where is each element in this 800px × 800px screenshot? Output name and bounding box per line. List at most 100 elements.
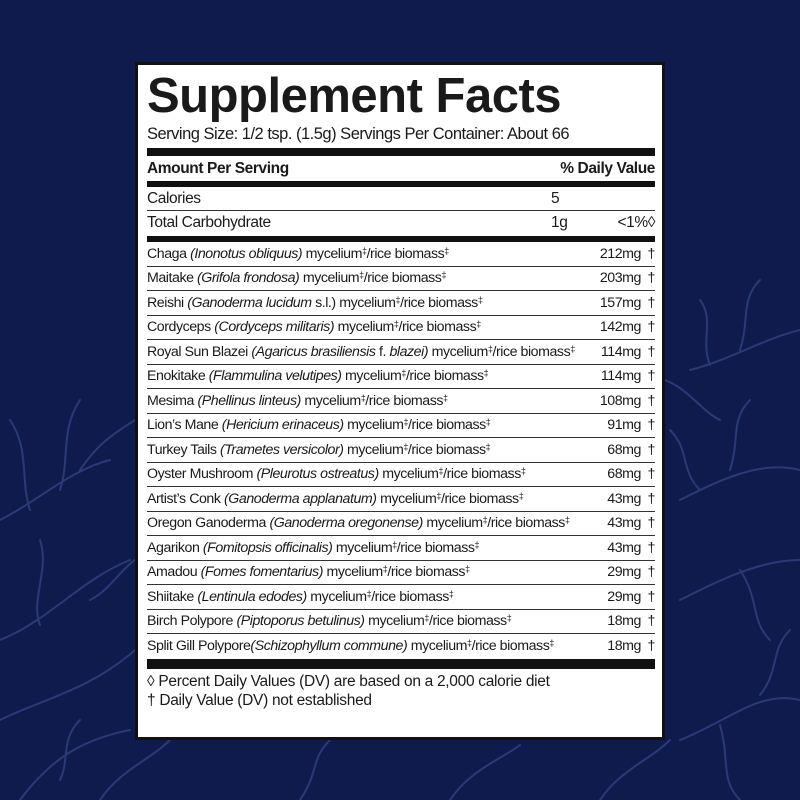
ingredient-amount: 212mg bbox=[599, 245, 642, 262]
ingredient-name-part: /rice biomass bbox=[471, 637, 550, 654]
ingredient-daily-value: † bbox=[647, 368, 656, 385]
ingredient-name-part: mycelium bbox=[322, 564, 383, 581]
ingredient-row: Shiitake (Lentinula edodes) mycelium‡/ri… bbox=[147, 585, 655, 610]
ingredient-name-part: /rice biomass bbox=[398, 319, 477, 336]
ingredient-name: Chaga (Inonotus obliquus) mycelium‡/rice… bbox=[147, 246, 598, 262]
ingredient-name-part: ‡ bbox=[564, 515, 570, 526]
ingredient-amount: 68mg bbox=[607, 466, 641, 483]
ingredient-name-part: Lion’s Mane bbox=[147, 417, 222, 434]
ingredient-name-part: ‡ bbox=[360, 392, 366, 403]
ingredient-name: Maitake (Grifola frondosa) mycelium‡/ric… bbox=[147, 270, 598, 286]
ingredient-name-part: (Cordyceps militaris) bbox=[214, 319, 335, 336]
ingredient-daily-value: † bbox=[647, 515, 656, 532]
ingredient-amount: 43mg bbox=[607, 490, 641, 507]
ingredient-name-part: ‡ bbox=[506, 613, 512, 624]
ingredient-name: Agarikon (Fomitopsis officinalis) myceli… bbox=[147, 540, 605, 556]
ingredient-name-part: (Ganoderma applanatum) bbox=[224, 490, 377, 507]
ingredient-row: Turkey Tails (Trametes versicolor) mycel… bbox=[147, 438, 655, 463]
ingredient-name-part: ‡ bbox=[393, 319, 399, 330]
nutrient-row: Total Carbohydrate 1g <1%◊ bbox=[147, 211, 655, 234]
ingredient-name-part: /rice biomass bbox=[400, 294, 478, 311]
ingredient-name-part: f. bbox=[375, 343, 390, 360]
ingredient-name-part: (Ganoderma lucidum bbox=[187, 294, 312, 311]
ingredient-daily-value: † bbox=[647, 319, 656, 336]
ingredient-row: Birch Polypore (Piptoporus betulinus) my… bbox=[147, 610, 655, 634]
nutrient-list: Calories 5 Total Carbohydrate 1g <1%◊ bbox=[147, 187, 655, 234]
ingredient-daily-value: † bbox=[647, 343, 656, 360]
ingredient-name-part: s.l.) bbox=[311, 294, 336, 311]
ingredient-name-part: (Flammulina velutipes) bbox=[208, 368, 342, 385]
ingredient-row: Cordyceps (Cordyceps militaris) mycelium… bbox=[147, 316, 656, 340]
ingredient-row: Royal Sun Blazei (Agaricus brasiliensis … bbox=[147, 340, 655, 365]
ingredient-name-part: ‡ bbox=[518, 490, 524, 501]
ingredient-name-part: (Fomes fomentarius) bbox=[200, 564, 324, 581]
ingredient-name: Turkey Tails (Trametes versicolor) mycel… bbox=[147, 442, 605, 458]
ingredient-name-part: Amadou bbox=[147, 564, 201, 581]
ingredient-name-part: /rice biomass bbox=[405, 368, 484, 385]
ingredient-name-part: ‡ bbox=[443, 392, 448, 403]
ingredient-name-part: ‡ bbox=[401, 368, 406, 379]
ingredient-name: Birch Polypore (Piptoporus betulinus) my… bbox=[147, 613, 605, 629]
ingredient-name-part: ‡ bbox=[359, 270, 364, 281]
ingredient-name-part: Maitake bbox=[147, 270, 198, 287]
ingredient-name-part: (Agaricus brasiliensis bbox=[251, 343, 376, 360]
ingredient-name-part: mycelium bbox=[306, 588, 367, 605]
nutrient-amount: 1g bbox=[551, 213, 568, 231]
ingredient-name-part: ‡ bbox=[477, 294, 483, 305]
ingredient-row: Reishi (Ganoderma lucidum s.l.) mycelium… bbox=[147, 291, 655, 316]
ingredient-name-part: ‡ bbox=[441, 270, 446, 281]
ingredient-amount: 68mg bbox=[607, 441, 641, 458]
ingredient-name-part: Artist’s Conk bbox=[147, 490, 225, 507]
ingredient-name-part: ‡ bbox=[485, 441, 491, 452]
ingredient-name-part: Oyster Mushroom bbox=[147, 466, 257, 483]
divider-thick bbox=[147, 236, 655, 242]
ingredient-row: Agarikon (Fomitopsis officinalis) myceli… bbox=[147, 536, 655, 561]
ingredient-name-part: Mesima bbox=[147, 392, 198, 409]
ingredient-daily-value: † bbox=[647, 588, 656, 605]
ingredient-name-part: ‡ bbox=[465, 564, 470, 575]
ingredient-row: Chaga (Inonotus obliquus) mycelium‡/rice… bbox=[147, 242, 655, 267]
ingredient-list: Chaga (Inonotus obliquus) mycelium‡/rice… bbox=[147, 242, 655, 658]
ingredient-name-part: Reishi bbox=[147, 294, 188, 311]
ingredient-name-part: ‡ bbox=[482, 515, 488, 526]
ingredient-name-part: Split Gill Polypore bbox=[147, 637, 251, 654]
ingredient-row: Lion’s Mane (Hericium erinaceus) myceliu… bbox=[147, 414, 656, 438]
amount-header: Amount Per Serving bbox=[147, 159, 289, 177]
ingredient-row: Oyster Mushroom (Pleurotus ostreatus) my… bbox=[147, 463, 655, 487]
ingredient-name-part: /rice biomass bbox=[428, 613, 507, 630]
ingredient-amount: 91mg bbox=[607, 417, 641, 434]
ingredient-daily-value: † bbox=[647, 539, 656, 556]
ingredient-name-part: (Ganoderma oregonense) bbox=[269, 515, 423, 532]
divider-thick bbox=[147, 658, 655, 669]
ingredient-name-part: ‡ bbox=[483, 368, 489, 379]
ingredient-name-part: (Fomitopsis officinalis) bbox=[202, 539, 333, 556]
ingredient-name-part: ‡ bbox=[438, 466, 444, 477]
ingredient-name-part: /rice biomass bbox=[408, 417, 486, 434]
ingredient-name-part: Agarikon bbox=[147, 539, 203, 556]
footnote-dv-basis: ◊ Percent Daily Values (DV) are based on… bbox=[147, 672, 550, 690]
ingredient-daily-value: † bbox=[647, 417, 656, 434]
ingredient-name-part: ‡ bbox=[476, 319, 481, 330]
ingredient-row: Mesima (Phellinus linteus) mycelium‡/ric… bbox=[147, 389, 655, 414]
ingredient-row: Maitake (Grifola frondosa) mycelium‡/ric… bbox=[147, 267, 655, 291]
ingredient-daily-value: † bbox=[647, 441, 656, 458]
ingredient-row: Split Gill Polypore(Schizophyllum commun… bbox=[147, 634, 655, 658]
ingredient-name-part: blazei) bbox=[389, 343, 429, 360]
ingredient-name-part: Oregon Ganoderma bbox=[147, 515, 270, 532]
ingredient-name-part: mycelium bbox=[299, 270, 360, 287]
ingredient-name-part: (Hericium erinaceus) bbox=[221, 417, 344, 434]
ingredient-daily-value: † bbox=[647, 245, 656, 262]
ingredient-name-part: ‡ bbox=[436, 490, 441, 501]
ingredient-name-part: mycelium bbox=[376, 490, 437, 507]
ingredient-daily-value: † bbox=[647, 490, 656, 507]
ingredient-amount: 142mg bbox=[599, 319, 642, 336]
ingredient-name-part: /rice biomass bbox=[366, 245, 445, 262]
ingredient-name-part: /rice biomass bbox=[371, 588, 449, 605]
ingredient-name-part: ‡ bbox=[362, 245, 367, 256]
ingredient-name-part: (Phellinus linteus) bbox=[197, 392, 301, 409]
ingredient-name: Oregon Ganoderma (Ganoderma oregonense) … bbox=[147, 515, 605, 531]
ingredient-name-part: mycelium bbox=[407, 637, 468, 654]
ingredient-name: Oyster Mushroom (Pleurotus ostreatus) my… bbox=[147, 466, 605, 482]
nutrient-daily-value: <1%◊ bbox=[617, 213, 655, 231]
ingredient-name-part: /rice biomass bbox=[443, 466, 521, 483]
